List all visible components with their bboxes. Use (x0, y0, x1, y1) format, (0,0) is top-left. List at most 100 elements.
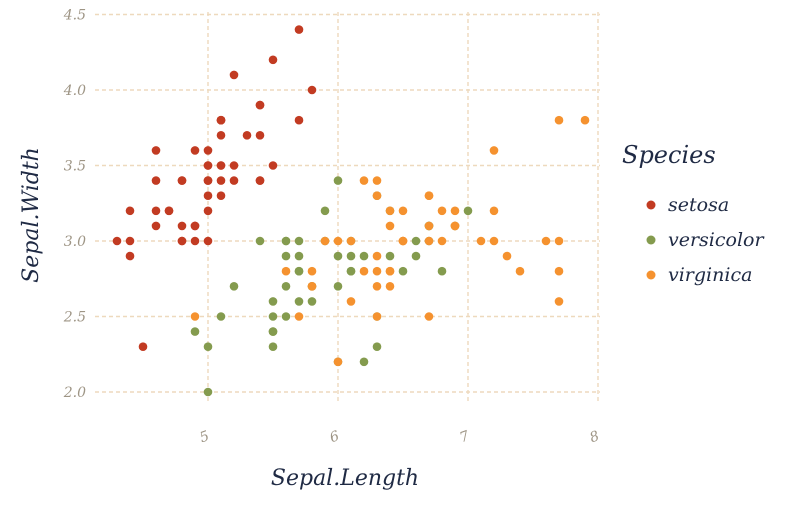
point-virginica (398, 206, 408, 216)
point-setosa (151, 176, 161, 185)
point-virginica (307, 266, 317, 276)
point-setosa (294, 115, 304, 125)
point-versicolor (281, 312, 291, 321)
point-virginica (372, 176, 382, 185)
point-virginica (554, 297, 564, 306)
point-setosa (112, 236, 122, 246)
point-versicolor (255, 236, 265, 246)
point-setosa (294, 25, 304, 34)
point-virginica (190, 312, 200, 321)
point-setosa (164, 206, 174, 216)
legend-title: Species (622, 141, 716, 169)
point-setosa (229, 70, 239, 80)
point-setosa (255, 131, 265, 140)
point-virginica (333, 236, 343, 246)
legend-key-versicolor (646, 235, 656, 245)
point-virginica (385, 206, 395, 216)
point-setosa (216, 131, 226, 140)
point-setosa (229, 176, 239, 185)
point-virginica (281, 266, 291, 276)
point-versicolor (268, 342, 278, 352)
point-versicolor (385, 251, 395, 261)
point-versicolor (359, 251, 369, 261)
point-virginica (346, 297, 356, 306)
point-versicolor (268, 297, 278, 306)
point-setosa (151, 206, 161, 216)
point-virginica (320, 236, 330, 246)
point-versicolor (411, 251, 421, 261)
point-setosa (203, 236, 213, 246)
point-virginica (424, 221, 434, 231)
point-versicolor (333, 176, 343, 185)
point-versicolor (346, 266, 356, 276)
point-virginica (437, 206, 447, 216)
point-versicolor (411, 236, 421, 246)
legend-label-versicolor: versicolor (668, 229, 765, 251)
point-virginica (385, 266, 395, 276)
point-virginica (554, 236, 564, 246)
legend-label-virginica: virginica (668, 264, 752, 286)
point-virginica (424, 236, 434, 246)
point-setosa (268, 55, 278, 65)
y-axis-ticks: 2.0 2.5 3.0 3.5 4.0 4.5 (63, 8, 86, 402)
point-virginica (541, 236, 551, 246)
point-virginica (424, 191, 434, 200)
point-virginica (307, 282, 317, 291)
y-tick-label: 4.5 (63, 8, 86, 24)
point-versicolor (320, 206, 330, 216)
point-setosa (125, 251, 135, 261)
point-virginica (437, 236, 447, 246)
point-virginica (385, 221, 395, 231)
point-virginica (515, 266, 525, 276)
point-versicolor (372, 342, 382, 352)
point-versicolor (268, 312, 278, 321)
point-versicolor (281, 236, 291, 246)
point-setosa (190, 221, 200, 231)
point-virginica (294, 312, 304, 321)
point-versicolor (294, 266, 304, 276)
point-versicolor (437, 266, 447, 276)
point-versicolor (359, 357, 369, 367)
point-setosa (307, 85, 317, 95)
point-setosa (229, 161, 239, 170)
point-versicolor (229, 282, 239, 291)
point-setosa (125, 236, 135, 246)
point-virginica (333, 357, 343, 367)
point-setosa (203, 161, 213, 170)
point-virginica (424, 312, 434, 321)
point-virginica (346, 236, 356, 246)
point-versicolor (203, 387, 213, 397)
point-versicolor (398, 266, 408, 276)
point-virginica (554, 115, 564, 125)
legend-entries: setosa versicolor virginica (646, 194, 765, 286)
point-versicolor (281, 282, 291, 291)
point-setosa (255, 176, 265, 185)
y-tick-label: 3.0 (64, 234, 86, 250)
point-setosa (268, 161, 278, 170)
point-virginica (372, 282, 382, 291)
point-versicolor (268, 327, 278, 336)
legend: Species setosa versicolor virginica (622, 141, 765, 286)
point-setosa (203, 146, 213, 155)
legend-key-virginica (646, 270, 656, 280)
y-tick-label: 2.0 (63, 385, 86, 401)
point-versicolor (294, 297, 304, 306)
point-virginica (476, 236, 486, 246)
point-setosa (216, 176, 226, 185)
point-setosa (177, 221, 187, 231)
point-versicolor (333, 251, 343, 261)
point-virginica (372, 251, 382, 261)
point-virginica (450, 206, 460, 216)
point-virginica (385, 282, 395, 291)
point-virginica (489, 206, 499, 216)
legend-label-setosa: setosa (668, 194, 729, 216)
legend-key-setosa (646, 200, 656, 210)
point-versicolor (307, 297, 317, 306)
point-virginica (554, 266, 564, 276)
point-versicolor (463, 206, 473, 216)
point-setosa (203, 191, 213, 200)
point-virginica (372, 191, 382, 200)
point-setosa (190, 236, 200, 246)
